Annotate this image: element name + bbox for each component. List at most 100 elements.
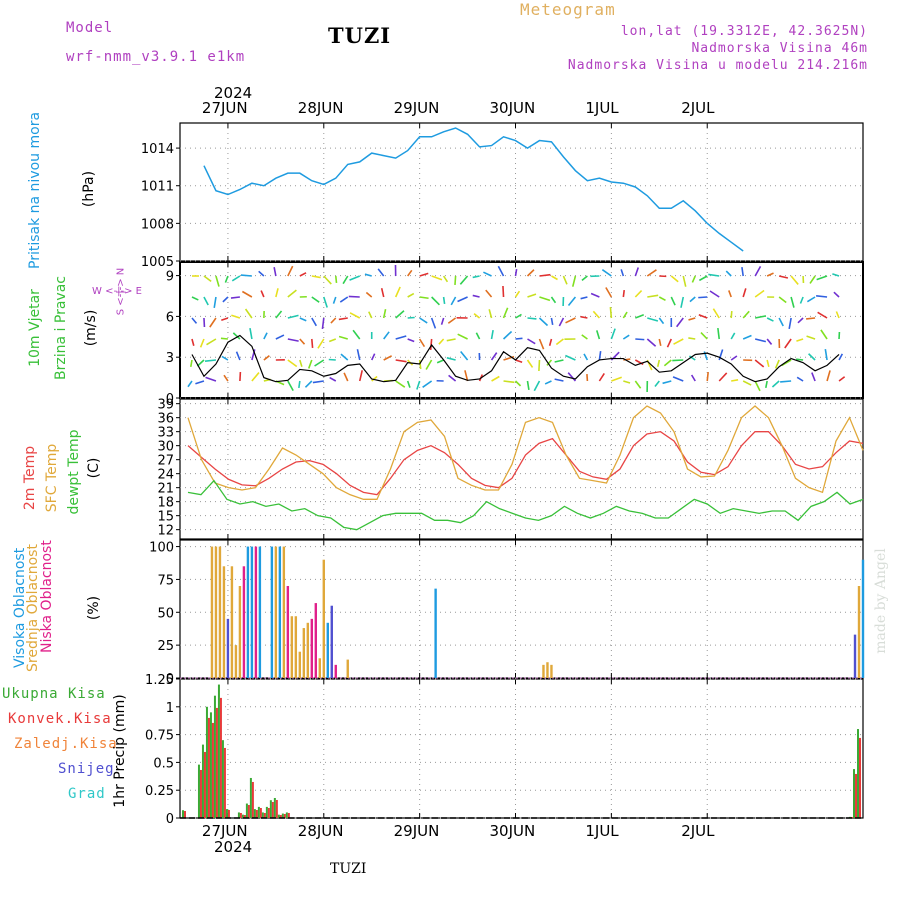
bottom-day-label: 2JUL: [681, 822, 715, 840]
meteogram-title: Meteogram: [520, 0, 616, 19]
wind-vector: [503, 380, 515, 384]
precip-total-bar: [261, 812, 264, 818]
wind-vector: [527, 338, 536, 345]
wind-vector: [340, 353, 349, 361]
cloud-bar: [274, 546, 278, 678]
precip-total-bar: [253, 809, 256, 818]
cloud-bar: [318, 658, 321, 678]
wind-vector: [712, 308, 720, 319]
precip-conv-bar: [219, 697, 222, 818]
wind-vector: [698, 296, 708, 299]
wind-vector: [287, 338, 299, 342]
wind-vector: [728, 290, 732, 298]
precip-conv-bar: [279, 814, 282, 818]
y-tick-label: 0.5: [153, 756, 174, 771]
wind-vector: [348, 295, 360, 298]
wind-speed-line: [191, 334, 840, 383]
wind-vector: [672, 359, 684, 362]
wind-vector: [514, 380, 522, 387]
coords-label: lon,lat (19.3312E, 42.3625N): [620, 24, 868, 39]
precip-total-bar: [205, 706, 208, 818]
wind-vector: [515, 313, 522, 319]
cloud-bar: [294, 616, 298, 678]
wind-vector: [796, 376, 804, 382]
precip-conv-bar: [855, 773, 858, 818]
wind-vector: [610, 328, 616, 340]
wind-vector: [676, 317, 684, 328]
wind-vector: [527, 317, 537, 320]
wind-vector: [565, 317, 576, 324]
cloud-bar: [226, 618, 230, 678]
wind-vector: [323, 275, 332, 285]
cloud-bar: [258, 546, 262, 678]
wind-vector: [339, 296, 349, 303]
wind-vector: [298, 380, 301, 389]
wind-vector: [832, 273, 840, 277]
wind-vector: [488, 309, 493, 319]
wind-vector: [666, 338, 673, 348]
cloud-bar: [278, 546, 282, 678]
wind-vector: [365, 291, 373, 298]
precip-total-bar: [217, 684, 220, 818]
wind-vector: [766, 359, 770, 367]
wind-vector: [406, 380, 411, 388]
wind-vector: [788, 317, 792, 329]
wind-vector: [220, 337, 229, 340]
wind-vector: [709, 290, 720, 298]
cloud-bar: [546, 662, 549, 678]
wind-vector: [459, 275, 469, 285]
wind-vector: [311, 296, 320, 303]
wind-vector: [700, 331, 708, 340]
wind-vector: [538, 359, 541, 372]
wind-vector: [244, 308, 253, 319]
precip-conv-bar: [283, 813, 286, 818]
temp-2m-line: [187, 430, 864, 496]
wind-vector: [592, 310, 600, 319]
wind-vector: [799, 296, 804, 304]
precip-conv-bar: [259, 807, 262, 818]
wind-vector: [502, 307, 509, 319]
wind-vector: [342, 275, 349, 285]
wind-vector: [620, 269, 625, 277]
wind-vector: [742, 310, 750, 319]
bottom-year-label: 2024: [214, 838, 253, 856]
wind-vector: [742, 288, 747, 298]
wind-vector: [778, 275, 789, 279]
wind-vector: [447, 317, 457, 324]
wind-vector: [562, 275, 568, 285]
wind-vector: [533, 380, 541, 392]
wind-vector: [464, 370, 469, 382]
cloud-bar: [334, 664, 337, 678]
wind-vector: [429, 338, 433, 351]
wind-vector: [187, 380, 193, 388]
precip-total-bar: [269, 800, 272, 818]
wind-vector: [450, 296, 457, 306]
wind-vector: [658, 317, 665, 325]
cloud-bar: [238, 586, 242, 678]
wind-vector: [431, 275, 443, 281]
wind-vector: [623, 380, 631, 384]
wind-vector: [299, 338, 306, 345]
wind-vector: [287, 359, 298, 368]
wind-vector: [407, 292, 415, 298]
precip-total-bar: [209, 712, 212, 818]
wind-vector: [742, 380, 752, 386]
footer-station-label: TUZI: [330, 861, 367, 877]
wind-vector: [539, 273, 551, 277]
wind-vector: [598, 350, 602, 361]
wind-vector: [497, 265, 505, 277]
wind-vector: [221, 317, 229, 322]
wind-vector: [688, 317, 696, 321]
wind-vector: [260, 290, 265, 298]
wind-vector: [806, 317, 816, 320]
wind-vector: [526, 359, 534, 368]
bottom-day-label: 1JUL: [585, 822, 619, 840]
wind-vector: [554, 378, 564, 382]
wind-vector: [472, 275, 480, 279]
cloud-bar: [346, 659, 349, 678]
y-tick-label: 15: [157, 510, 174, 525]
wind-vector: [221, 355, 229, 361]
cloud-bar: [246, 546, 250, 678]
wind-vector: [725, 270, 732, 277]
